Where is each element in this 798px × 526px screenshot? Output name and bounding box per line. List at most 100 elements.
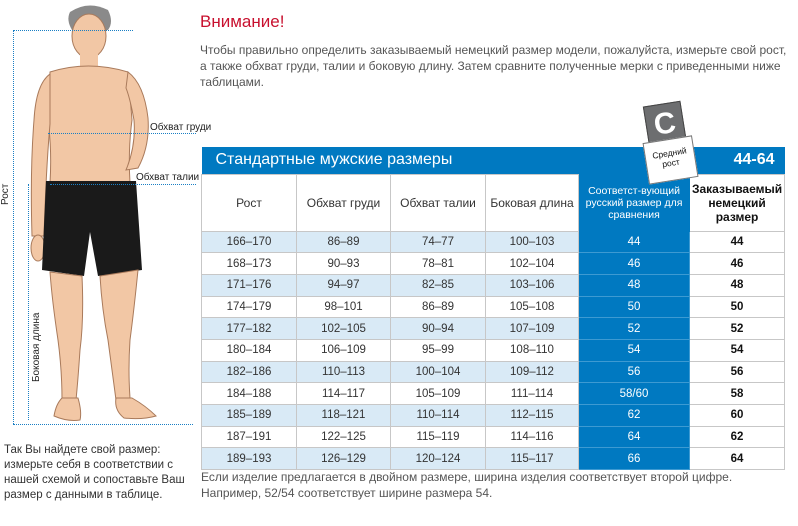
german-size-cell: 54 (689, 338, 786, 362)
waist-cell: 110–114 (390, 404, 486, 427)
waist-cell: 82–85 (390, 273, 486, 297)
figure-caption: Так Вы найдете свой размер: измерьте себ… (4, 444, 185, 501)
waist-cell: 86–89 (390, 295, 486, 319)
table-row: 180–184 106–109 95–99 108–110 54 54 (201, 338, 786, 362)
waist-cell: 78–81 (390, 252, 486, 275)
russian-size-cell: 52 (577, 317, 691, 340)
table-row: 182–186 110–113 100–104 109–112 56 56 (201, 360, 786, 384)
table-row: 184–188 114–117 105–109 111–114 58/60 58 (201, 382, 786, 405)
table-body: 166–170 86–89 74–77 100–103 44 44 168–173 90–93… (201, 230, 786, 471)
side-length-cell: 105–108 (485, 295, 579, 319)
russian-size-cell: 54 (577, 338, 691, 362)
footnote: Если изделие предлагается в двойном разм… (201, 470, 733, 500)
waist-cell: 74–77 (390, 230, 486, 254)
table-title-row: Стандартные мужские размеры 44-64 (201, 147, 785, 174)
table-size-range: 44-64 (689, 147, 785, 174)
chest-guide (48, 133, 196, 134)
side-length-cell: 109–112 (485, 360, 579, 384)
header-russian-size: Соответст-вующий русский размер для срав… (577, 173, 691, 232)
waist-cell: 90–94 (390, 317, 486, 340)
badge-note: Средний рост (642, 135, 699, 185)
waist-cell: 95–99 (390, 338, 486, 362)
german-size-cell: 46 (689, 252, 786, 275)
chest-cell: 86–89 (296, 230, 391, 254)
side-length-label: Боковая длина (31, 312, 42, 382)
header-side-length: Боковая длина (485, 173, 579, 232)
table-row: 187–191 122–125 115–119 114–116 64 62 (201, 425, 786, 449)
side-length-cell: 107–109 (485, 317, 579, 340)
table-row: 177–182 102–105 90–94 107–109 52 52 (201, 317, 786, 340)
height-cell: 168–173 (201, 252, 297, 275)
german-size-cell: 64 (689, 447, 786, 471)
side-length-cell: 102–104 (485, 252, 579, 275)
waist-cell: 120–124 (390, 447, 486, 471)
waist-guide (50, 184, 196, 185)
header-height: Рост (201, 173, 297, 232)
side-length-cell: 108–110 (485, 338, 579, 362)
table-title: Стандартные мужские размеры (201, 147, 690, 174)
russian-size-cell: 62 (577, 404, 691, 427)
table-row: 185–189 118–121 110–114 112–115 62 60 (201, 404, 786, 427)
height-label: Рост (0, 183, 11, 205)
russian-size-cell: 44 (577, 230, 691, 254)
chest-cell: 126–129 (296, 447, 391, 471)
russian-size-cell: 64 (577, 425, 691, 449)
russian-size-cell: 58/60 (577, 382, 691, 405)
height-cell: 189–193 (201, 447, 297, 471)
chest-cell: 106–109 (296, 338, 391, 362)
german-size-cell: 56 (689, 360, 786, 384)
size-table: Стандартные мужские размеры 44-64 Рост О… (201, 147, 786, 471)
chest-label: Обхват груди (150, 122, 212, 133)
height-top-guide (13, 30, 133, 31)
german-size-cell: 62 (689, 425, 786, 449)
intro-text: Чтобы правильно определить заказываемый … (200, 43, 787, 89)
measurement-figure: Рост Боковая длина Обхват груди Обхват т… (0, 0, 212, 440)
chest-cell: 110–113 (296, 360, 391, 384)
chest-cell: 98–101 (296, 295, 391, 319)
table-row: 189–193 126–129 120–124 115–117 66 64 (201, 447, 786, 471)
russian-size-cell: 56 (577, 360, 691, 384)
chest-cell: 114–117 (296, 382, 391, 405)
waist-cell: 100–104 (390, 360, 486, 384)
header-waist: Обхват талии (390, 173, 486, 232)
german-size-cell: 60 (689, 404, 786, 427)
russian-size-cell: 46 (577, 252, 691, 275)
waist-cell: 115–119 (390, 425, 486, 449)
russian-size-cell: 66 (577, 447, 691, 471)
side-length-cell: 100–103 (485, 230, 579, 254)
german-size-cell: 48 (689, 273, 786, 297)
height-cell: 184–188 (201, 382, 297, 405)
table-row: 174–179 98–101 86–89 105–108 50 50 (201, 295, 786, 319)
chest-cell: 102–105 (296, 317, 391, 340)
german-size-cell: 58 (689, 382, 786, 405)
russian-size-cell: 48 (577, 273, 691, 297)
side-length-cell: 114–116 (485, 425, 579, 449)
german-size-cell: 50 (689, 295, 786, 319)
german-size-cell: 52 (689, 317, 786, 340)
height-cell: 180–184 (201, 338, 297, 362)
height-bottom-guide (13, 424, 193, 425)
chest-cell: 118–121 (296, 404, 391, 427)
side-length-cell: 103–106 (485, 273, 579, 297)
table-header-row: Рост Обхват груди Обхват талии Боковая д… (201, 173, 786, 232)
height-guide (13, 30, 14, 424)
table-row: 166–170 86–89 74–77 100–103 44 44 (201, 230, 786, 254)
header-german-size: Заказываемый немецкий размер (689, 173, 786, 232)
waist-cell: 105–109 (390, 382, 486, 405)
man-illustration (30, 5, 157, 421)
height-cell: 177–182 (201, 317, 297, 340)
height-cell: 185–189 (201, 404, 297, 427)
chest-cell: 94–97 (296, 273, 391, 297)
height-cell: 187–191 (201, 425, 297, 449)
table-row: 168–173 90–93 78–81 102–104 46 46 (201, 252, 786, 275)
side-length-cell: 111–114 (485, 382, 579, 405)
waist-label: Обхват талии (136, 172, 200, 183)
russian-size-cell: 50 (577, 295, 691, 319)
side-length-cell: 115–117 (485, 447, 579, 471)
page-title: Внимание! (200, 12, 285, 31)
table-row: 171–176 94–97 82–85 103–106 48 48 (201, 273, 786, 297)
header-chest: Обхват груди (296, 173, 391, 232)
chest-cell: 90–93 (296, 252, 391, 275)
chest-cell: 122–125 (296, 425, 391, 449)
height-cell: 174–179 (201, 295, 297, 319)
